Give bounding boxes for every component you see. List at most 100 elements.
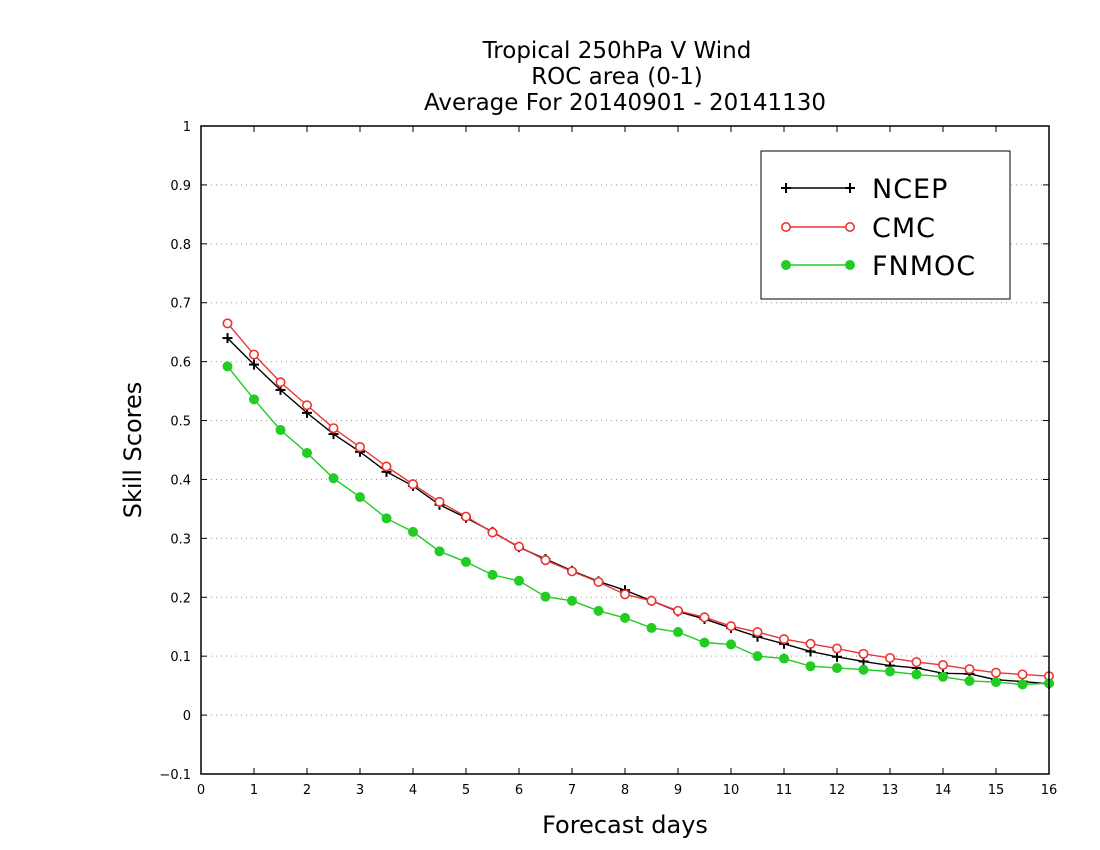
legend-marker-cmc bbox=[844, 222, 855, 233]
data-point-cmc bbox=[407, 479, 418, 490]
data-point-cmc bbox=[275, 377, 286, 388]
y-tick-label: 0.9 bbox=[170, 179, 191, 194]
data-point-cmc bbox=[354, 442, 365, 453]
data-point-fnmoc bbox=[434, 546, 445, 557]
data-point-fnmoc bbox=[964, 675, 975, 686]
data-point-fnmoc bbox=[355, 492, 365, 503]
x-axis-label: Forecast days bbox=[542, 811, 708, 839]
x-tick-label: 0 bbox=[197, 783, 205, 798]
data-point-fnmoc bbox=[885, 666, 895, 677]
data-series bbox=[222, 318, 1055, 690]
data-point-cmc bbox=[699, 612, 710, 623]
data-point-fnmoc bbox=[858, 664, 869, 675]
y-tick-label: 0.8 bbox=[170, 238, 191, 253]
data-point-cmc bbox=[831, 643, 842, 654]
y-tick-label: 0.4 bbox=[170, 473, 191, 488]
data-point-fnmoc bbox=[461, 556, 471, 567]
x-tick-label: 6 bbox=[515, 783, 523, 798]
legend-label-ncep: NCEP bbox=[872, 174, 948, 205]
chart-title: Tropical 250hPa V Wind ROC area (0-1) Av… bbox=[424, 38, 826, 116]
data-point-cmc bbox=[487, 527, 498, 538]
data-point-fnmoc bbox=[593, 605, 604, 616]
y-axis-label: Skill Scores bbox=[119, 382, 147, 519]
data-point-fnmoc bbox=[779, 653, 789, 664]
chart-title-line-2: ROC area (0-1) bbox=[531, 64, 703, 90]
x-tick-label: 15 bbox=[988, 783, 1005, 798]
y-tick-label: 0.7 bbox=[170, 297, 191, 312]
x-tick-label: 7 bbox=[568, 783, 576, 798]
y-tick-label: 0.5 bbox=[170, 415, 191, 430]
legend-marker-ncep bbox=[845, 183, 855, 193]
data-point-fnmoc bbox=[726, 639, 736, 650]
data-point-cmc bbox=[805, 638, 816, 649]
data-point-fnmoc bbox=[699, 637, 710, 648]
y-axis-ticks: −0.1 0 0.1 0.2 0.3 0.4 0.5 0.6 0.7 0.8 0.9 1 bbox=[159, 120, 1049, 783]
data-point-ncep bbox=[249, 359, 259, 370]
y-tick-label: 0.3 bbox=[170, 532, 191, 547]
data-point-fnmoc bbox=[567, 595, 577, 606]
data-point-cmc bbox=[1017, 669, 1028, 680]
y-tick-label: 0.1 bbox=[170, 650, 191, 665]
data-point-cmc bbox=[513, 541, 524, 552]
data-point-cmc bbox=[964, 664, 975, 675]
x-tick-label: 14 bbox=[935, 783, 952, 798]
series-line-ncep bbox=[227, 337, 1050, 685]
data-point-cmc bbox=[858, 648, 869, 659]
legend-label-cmc: CMC bbox=[872, 213, 936, 244]
data-point-fnmoc bbox=[408, 526, 418, 537]
data-point-fnmoc bbox=[1017, 679, 1028, 690]
data-point-cmc bbox=[990, 667, 1001, 678]
data-point-cmc bbox=[884, 652, 895, 663]
data-point-fnmoc bbox=[514, 575, 524, 586]
x-tick-label: 3 bbox=[356, 783, 364, 798]
data-point-cmc bbox=[249, 349, 260, 360]
x-tick-label: 11 bbox=[776, 783, 793, 798]
x-tick-label: 4 bbox=[409, 783, 417, 798]
x-tick-label: 1 bbox=[250, 783, 258, 798]
data-point-cmc bbox=[460, 511, 471, 522]
data-point-cmc bbox=[672, 605, 683, 616]
data-point-cmc bbox=[778, 634, 789, 645]
data-point-cmc bbox=[725, 621, 736, 632]
data-point-fnmoc bbox=[832, 662, 842, 673]
data-point-fnmoc bbox=[991, 677, 1001, 688]
data-point-fnmoc bbox=[911, 669, 922, 680]
data-point-fnmoc bbox=[328, 473, 339, 484]
x-tick-label: 2 bbox=[303, 783, 311, 798]
data-point-fnmoc bbox=[222, 361, 233, 372]
data-point-cmc bbox=[752, 627, 763, 638]
data-point-fnmoc bbox=[487, 569, 498, 580]
x-tick-label: 10 bbox=[723, 783, 740, 798]
data-point-fnmoc bbox=[673, 627, 683, 638]
y-tick-label: 0.2 bbox=[170, 591, 191, 606]
data-point-fnmoc bbox=[938, 671, 948, 682]
data-point-fnmoc bbox=[249, 394, 259, 405]
data-point-cmc bbox=[593, 576, 604, 587]
data-point-cmc bbox=[911, 657, 922, 668]
data-point-fnmoc bbox=[302, 447, 312, 458]
data-point-cmc bbox=[937, 660, 948, 671]
y-tick-label: 0 bbox=[183, 709, 191, 724]
chart-title-line-3: Average For 20140901 - 20141130 bbox=[424, 90, 826, 116]
legend-box bbox=[760, 150, 1011, 300]
x-tick-label: 8 bbox=[621, 783, 629, 798]
x-tick-label: 12 bbox=[829, 783, 846, 798]
data-point-fnmoc bbox=[752, 651, 763, 662]
legend: NCEP CMC FNMOC bbox=[760, 150, 1011, 300]
legend-marker-fnmoc bbox=[845, 260, 855, 270]
data-point-cmc bbox=[328, 423, 339, 434]
x-tick-label: 13 bbox=[882, 783, 899, 798]
x-tick-label: 16 bbox=[1041, 783, 1058, 798]
y-tick-label: 1 bbox=[183, 120, 191, 135]
x-tick-label: 5 bbox=[462, 783, 470, 798]
data-point-cmc bbox=[646, 595, 657, 606]
data-point-fnmoc bbox=[805, 661, 816, 672]
data-point-ncep bbox=[222, 333, 233, 344]
y-tick-label: 0.6 bbox=[170, 356, 191, 371]
data-point-fnmoc bbox=[620, 612, 630, 623]
legend-marker-fnmoc bbox=[781, 260, 791, 270]
legend-label-fnmoc: FNMOC bbox=[872, 251, 976, 282]
y-tick-label: −0.1 bbox=[159, 768, 191, 783]
legend-marker-cmc bbox=[780, 222, 791, 233]
